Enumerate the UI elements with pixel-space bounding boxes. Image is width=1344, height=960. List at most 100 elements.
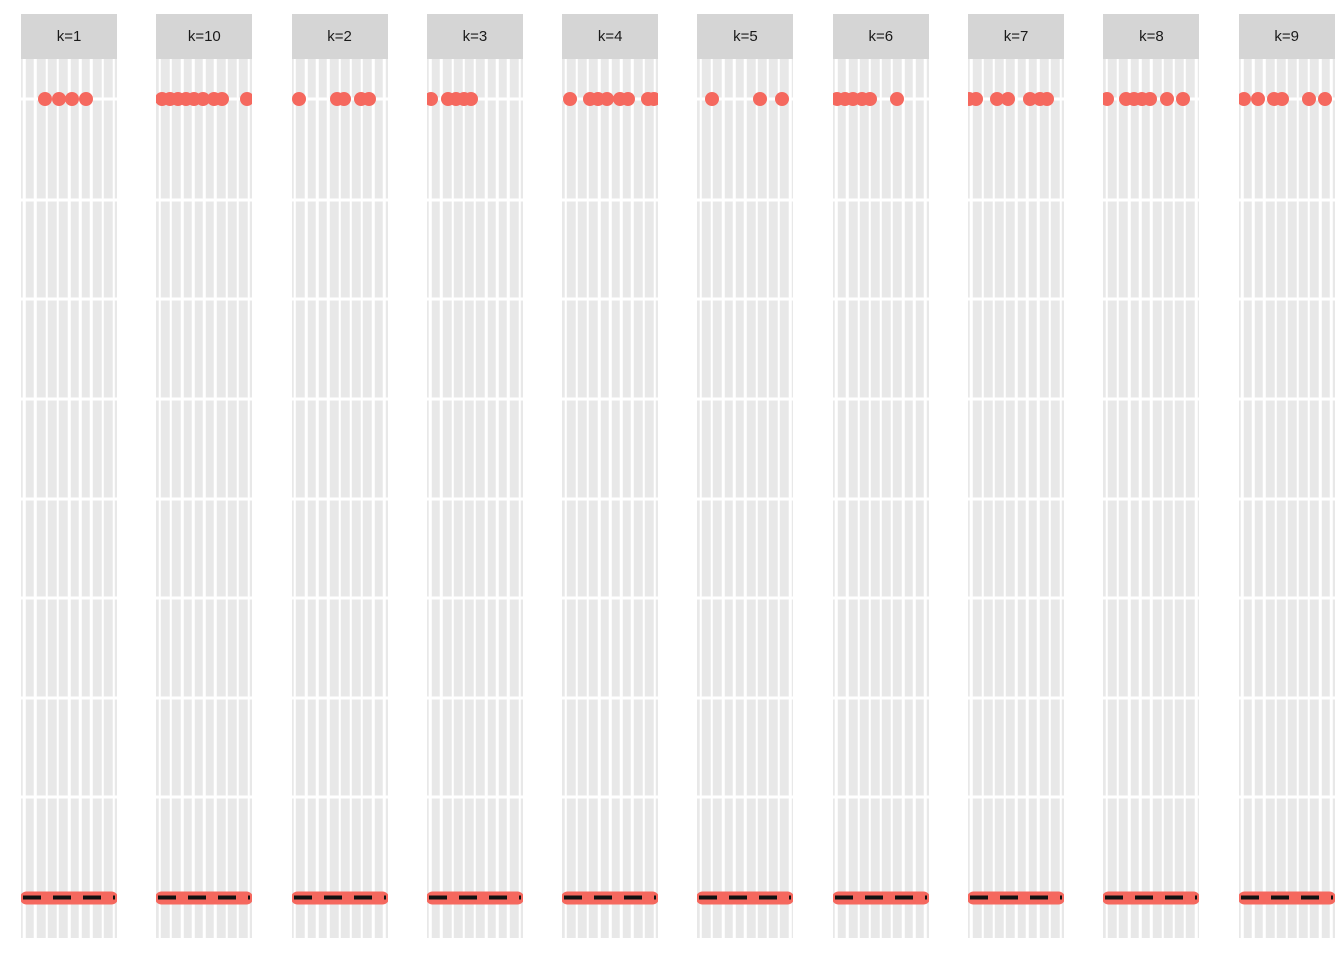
facet-strip: k=1 [21, 14, 117, 59]
horizontal-gridline [1238, 397, 1335, 401]
facet-k-8: k=8 [1103, 14, 1200, 938]
data-point [291, 92, 306, 107]
facet-k-3: k=3 [426, 14, 523, 938]
horizontal-gridline [1238, 596, 1335, 600]
data-point [1143, 92, 1158, 107]
data-point [862, 92, 877, 107]
facet-strip: k=2 [291, 14, 388, 59]
reference-band [156, 891, 253, 905]
horizontal-gridline [156, 297, 253, 301]
data-point [775, 92, 790, 107]
facet-panel [697, 59, 794, 938]
data-point [426, 92, 438, 107]
reference-band [968, 891, 1065, 905]
horizontal-gridline [1238, 696, 1335, 700]
data-point [621, 92, 636, 107]
data-point [1317, 92, 1332, 107]
facet-strip-label: k=4 [597, 28, 623, 45]
horizontal-gridline [697, 97, 794, 101]
facet-strip: k=10 [156, 14, 253, 59]
horizontal-gridline [562, 198, 659, 202]
data-point [989, 92, 1004, 107]
facet-k-6: k=6 [832, 14, 929, 938]
horizontal-gridline [1238, 198, 1335, 202]
reference-band [562, 891, 659, 905]
reference-dashed-line [158, 895, 251, 900]
horizontal-gridline [697, 596, 794, 600]
data-point [52, 92, 67, 107]
facet-strip-label: k=9 [1274, 28, 1299, 45]
horizontal-gridline [1238, 297, 1335, 301]
facet-strip-label: k=8 [1139, 28, 1164, 45]
data-point [361, 92, 376, 107]
facet-strip-label: k=2 [327, 28, 352, 45]
horizontal-gridline [968, 497, 1065, 500]
horizontal-gridline [291, 795, 388, 799]
horizontal-gridline [832, 198, 929, 202]
horizontal-gridline [426, 596, 523, 600]
horizontal-gridline [156, 397, 253, 401]
facet-panel [1238, 59, 1335, 938]
horizontal-gridline [291, 397, 388, 401]
facet-strip: k=8 [1103, 14, 1200, 59]
horizontal-gridline [21, 497, 117, 500]
horizontal-gridline [426, 696, 523, 700]
horizontal-gridline [21, 198, 117, 202]
horizontal-gridline [156, 198, 253, 202]
data-point [65, 92, 80, 107]
facet-strip: k=6 [832, 14, 929, 59]
horizontal-gridline [697, 497, 794, 500]
facet-panel [156, 59, 253, 938]
horizontal-gridline [562, 497, 659, 500]
reference-dashed-line [23, 895, 115, 900]
reference-dashed-line [1240, 895, 1333, 900]
facet-strip: k=4 [562, 14, 659, 59]
reference-band [697, 891, 794, 905]
horizontal-gridline [697, 397, 794, 401]
horizontal-gridline [697, 795, 794, 799]
data-point [1250, 92, 1265, 107]
data-point [1001, 92, 1016, 107]
reference-band [21, 891, 117, 905]
horizontal-gridline [832, 297, 929, 301]
reference-dashed-line [428, 895, 521, 900]
facet-strip: k=3 [426, 14, 523, 59]
horizontal-gridline [426, 497, 523, 500]
facet-panel [291, 59, 388, 938]
facet-strip-label: k=10 [187, 28, 221, 45]
data-point [969, 92, 984, 107]
reference-band [832, 891, 929, 905]
facet-k-4: k=4 [562, 14, 659, 938]
facet-k-5: k=5 [697, 14, 794, 938]
horizontal-gridline [968, 696, 1065, 700]
horizontal-gridline [562, 397, 659, 401]
data-point [1301, 92, 1316, 107]
reference-dashed-line [293, 895, 386, 900]
horizontal-gridline [832, 397, 929, 401]
data-point [1039, 92, 1054, 107]
horizontal-gridline [1103, 198, 1200, 202]
horizontal-gridline [156, 596, 253, 600]
reference-dashed-line [970, 895, 1063, 900]
horizontal-gridline [1103, 297, 1200, 301]
horizontal-gridline [426, 198, 523, 202]
reference-dashed-line [564, 895, 657, 900]
facet-strip-label: k=6 [868, 28, 894, 45]
reference-dashed-line [834, 895, 927, 900]
horizontal-gridline [1103, 696, 1200, 700]
horizontal-gridline [1103, 397, 1200, 401]
data-point [336, 92, 351, 107]
data-point [215, 92, 230, 107]
horizontal-gridline [968, 795, 1065, 799]
horizontal-gridline [968, 97, 1065, 101]
horizontal-gridline [291, 497, 388, 500]
horizontal-gridline [21, 795, 117, 799]
facet-k-7: k=7 [968, 14, 1065, 938]
reference-band [1238, 891, 1335, 905]
horizontal-gridline [291, 297, 388, 301]
data-point [240, 92, 253, 107]
data-point [1160, 92, 1175, 107]
data-point [196, 92, 211, 107]
reference-band [1103, 891, 1200, 905]
